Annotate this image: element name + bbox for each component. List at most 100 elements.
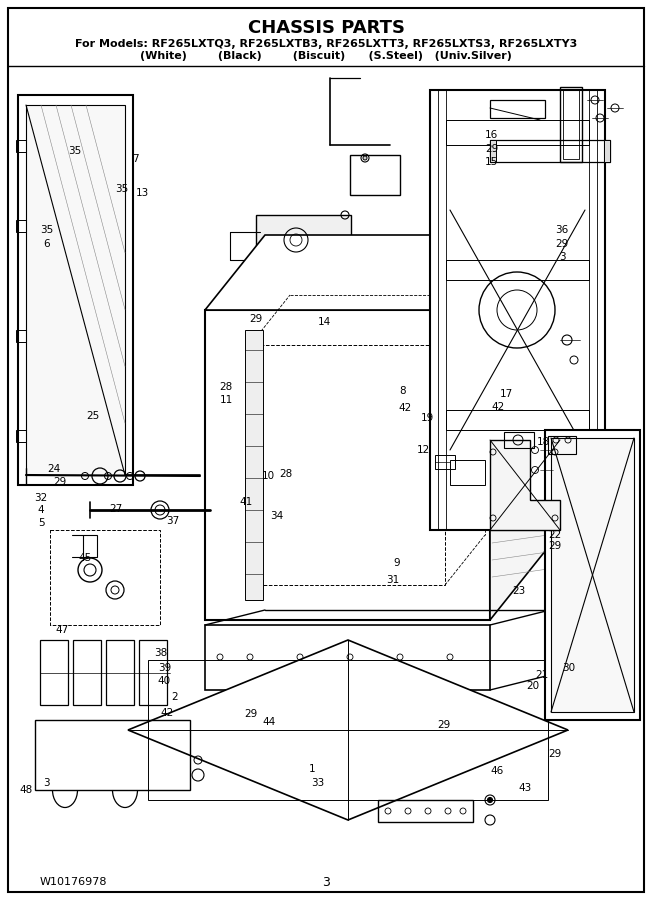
FancyBboxPatch shape [18,95,133,485]
Text: 9: 9 [393,558,400,569]
Text: 47: 47 [55,625,68,635]
Text: 28: 28 [279,469,292,480]
Text: 40: 40 [158,676,171,687]
Bar [16,140,26,152]
Text: 2: 2 [171,692,178,703]
Text: 13: 13 [136,188,149,199]
Bar [446,410,589,430]
Text: 38: 38 [154,647,167,658]
Bar [551,438,634,712]
Text: 41: 41 [240,497,253,508]
Text: 24: 24 [48,464,61,474]
Text: 29: 29 [249,314,262,325]
Text: For Models: RF265LXTQ3, RF265LXTB3, RF265LXTT3, RF265LXTS3, RF265LXTY3: For Models: RF265LXTQ3, RF265LXTB3, RF26… [75,39,577,49]
Bar [26,105,125,475]
Bar [50,530,160,625]
Bar [16,330,26,342]
Bar [250,345,445,585]
Text: 20: 20 [526,680,539,691]
Text: 3: 3 [559,252,565,263]
Text: 29: 29 [548,749,561,760]
Text: 39: 39 [158,662,171,673]
Polygon shape [490,235,550,620]
Circle shape [488,797,492,803]
Bar [490,140,610,162]
Text: 28: 28 [220,382,233,392]
Text: 46: 46 [490,766,503,777]
Bar [430,90,605,530]
Bar [205,625,490,690]
Polygon shape [205,235,550,310]
Bar [446,260,589,280]
Bar [450,460,485,485]
Bar [490,100,545,118]
Text: 10: 10 [262,471,275,482]
Text: 8: 8 [399,386,406,397]
Polygon shape [490,440,560,530]
Text: (White)        (Black)        (Biscuit)      (S.Steel)   (Univ.Silver): (White) (Black) (Biscuit) (S.Steel) (Uni… [140,51,512,61]
Text: 22: 22 [548,529,561,540]
Bar [16,430,26,442]
Bar [490,140,496,162]
Text: 12: 12 [417,445,430,455]
Bar [40,640,68,705]
Text: 21: 21 [535,670,548,680]
Bar [83,535,97,557]
Bar [563,90,579,159]
Text: 30: 30 [563,662,576,673]
Text: CHASSIS PARTS: CHASSIS PARTS [248,19,404,37]
Bar [35,720,190,790]
Text: 19: 19 [421,412,434,423]
Polygon shape [128,640,568,820]
Text: 36: 36 [556,225,569,236]
Text: 4: 4 [38,505,44,516]
Bar [446,120,589,145]
Text: 16: 16 [485,130,498,140]
Text: 32: 32 [35,492,48,503]
Text: 35: 35 [68,146,82,157]
Text: 42: 42 [492,401,505,412]
Bar [148,660,548,800]
Text: 43: 43 [518,783,531,794]
Bar [16,220,26,232]
Text: 25: 25 [86,410,99,421]
Bar [106,640,134,705]
Bar [256,215,351,280]
Text: 15: 15 [485,157,498,167]
Text: 17: 17 [499,389,512,400]
Text: 35: 35 [115,184,128,194]
Text: 18: 18 [537,436,550,447]
Text: 7: 7 [132,154,139,165]
Text: 5: 5 [38,518,44,528]
Text: 34: 34 [271,510,284,521]
Text: 29: 29 [244,708,258,719]
Circle shape [363,156,367,160]
Text: 42: 42 [399,402,412,413]
Text: 29: 29 [485,143,498,154]
Bar [504,432,534,448]
Bar [378,800,473,822]
Bar [73,640,101,705]
Text: 48: 48 [20,785,33,796]
Text: 42: 42 [160,707,173,718]
Bar [435,455,455,469]
Bar [205,310,490,620]
Text: 33: 33 [311,778,324,788]
Text: 44: 44 [262,716,275,727]
Text: W10176978: W10176978 [40,877,108,887]
Text: 1: 1 [309,763,316,774]
Bar [560,87,582,162]
Text: 27: 27 [110,504,123,515]
Text: 6: 6 [44,238,50,249]
Text: 14: 14 [318,317,331,328]
Text: 29: 29 [548,541,561,552]
Bar [139,640,167,705]
Bar [604,140,610,162]
Text: 11: 11 [220,394,233,405]
Text: 45: 45 [78,553,91,563]
Text: 35: 35 [40,225,53,236]
Text: 31: 31 [386,574,399,585]
Bar [245,330,263,600]
Text: 23: 23 [512,586,526,597]
Text: 3: 3 [322,876,330,888]
